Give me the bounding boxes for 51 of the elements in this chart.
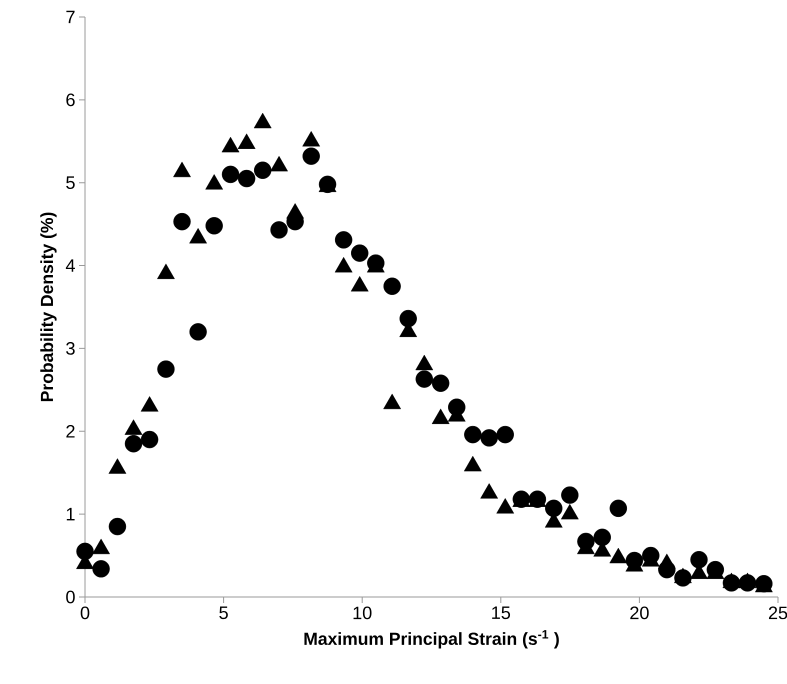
point bbox=[610, 500, 628, 518]
point bbox=[173, 162, 191, 178]
point bbox=[189, 228, 207, 244]
point bbox=[350, 276, 369, 292]
point bbox=[108, 458, 126, 474]
point bbox=[302, 131, 320, 146]
point bbox=[480, 483, 498, 499]
point bbox=[545, 500, 562, 518]
point bbox=[254, 112, 272, 128]
point bbox=[480, 429, 498, 447]
point bbox=[270, 156, 288, 172]
point bbox=[157, 264, 175, 280]
point bbox=[464, 426, 482, 444]
point bbox=[140, 396, 158, 412]
point bbox=[222, 136, 240, 152]
point bbox=[205, 174, 224, 190]
point bbox=[464, 456, 482, 472]
point bbox=[496, 498, 514, 514]
y-tick-label: 6 bbox=[66, 93, 75, 106]
point bbox=[594, 528, 611, 546]
point bbox=[690, 551, 708, 568]
point bbox=[286, 203, 304, 219]
y-tick-label: 1 bbox=[66, 508, 75, 520]
y-tick-label: 0 bbox=[66, 590, 75, 604]
x-tick-label: 0 bbox=[80, 606, 90, 620]
x-tick-label: 20 bbox=[630, 606, 649, 620]
point bbox=[415, 354, 434, 370]
y-tick-label: 5 bbox=[66, 176, 75, 189]
point bbox=[334, 257, 352, 272]
point bbox=[124, 419, 142, 435]
y-tick-label: 3 bbox=[66, 342, 75, 355]
point bbox=[561, 486, 579, 504]
x-tick-label: 10 bbox=[354, 606, 372, 620]
x-axis-title: Maximum Principal Strain (s$^{-1}$ ) bbox=[304, 630, 559, 648]
point bbox=[432, 408, 450, 424]
point bbox=[157, 360, 175, 378]
point bbox=[416, 370, 433, 388]
point bbox=[108, 518, 126, 536]
point bbox=[140, 430, 158, 448]
y-tick-label: 4 bbox=[66, 259, 75, 272]
point bbox=[238, 134, 256, 149]
y-tick-label: 7 bbox=[66, 10, 75, 24]
x-tick-label: 25 bbox=[768, 606, 787, 620]
x-tick-label: 5 bbox=[219, 606, 228, 620]
x-tick-label: 15 bbox=[492, 606, 510, 620]
point bbox=[383, 394, 401, 410]
point bbox=[496, 426, 514, 444]
y-axis-title: Probability Density (%) bbox=[40, 212, 57, 402]
point bbox=[124, 435, 142, 452]
y-tick-label: 2 bbox=[66, 424, 75, 438]
point bbox=[92, 560, 110, 578]
